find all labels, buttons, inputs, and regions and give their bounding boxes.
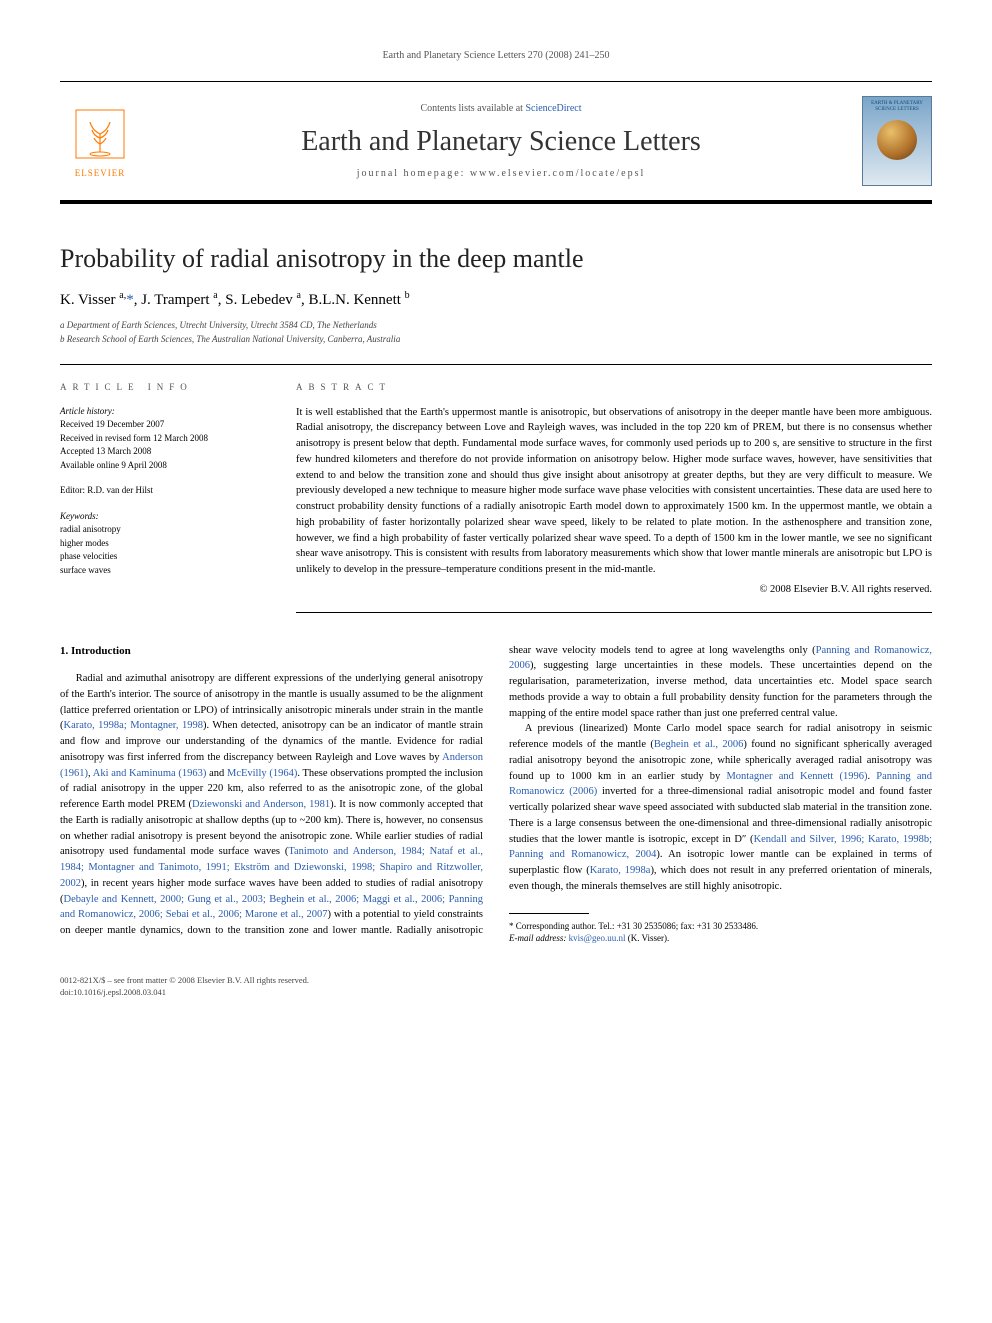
citation-link[interactable]: Panning and Romanowicz, 2006	[509, 645, 932, 672]
abstract-label: ABSTRACT	[296, 381, 932, 395]
citation-link[interactable]: Dziewonski and Anderson, 1981	[192, 799, 330, 810]
footnote-email-label: E-mail address:	[509, 933, 566, 943]
journal-cover-thumbnail: EARTH & PLANETARY SCIENCE LETTERS	[862, 96, 932, 186]
citation-link[interactable]: Montagner and Kennett (1996)	[726, 771, 867, 782]
keyword-1: radial anisotropy	[60, 523, 270, 537]
keyword-3: phase velocities	[60, 550, 270, 564]
page-footer: 0012-821X/$ – see front matter © 2008 El…	[60, 975, 932, 999]
section-heading-introduction: 1. Introduction	[60, 643, 483, 660]
contents-available-line: Contents lists available at ScienceDirec…	[140, 103, 862, 114]
citation-link[interactable]: Aki and Kaminuma (1963)	[93, 768, 207, 779]
citation-link[interactable]: McEvilly (1964)	[227, 768, 297, 779]
citation-link[interactable]: Karato, 1998a	[590, 865, 651, 876]
history-revised: Received in revised form 12 March 2008	[60, 432, 270, 446]
editor-block: Editor: R.D. van der Hilst	[60, 484, 270, 498]
citation-link[interactable]: Beghein et al., 2006	[654, 739, 744, 750]
info-abstract-row: ARTICLE INFO Article history: Received 1…	[60, 364, 932, 613]
footnote-email-line: E-mail address: kvis@geo.uu.nl (K. Visse…	[509, 932, 932, 945]
journal-header: ELSEVIER Contents lists available at Sci…	[60, 81, 932, 204]
affiliation-b: b Research School of Earth Sciences, The…	[60, 333, 932, 347]
footer-doi-line: doi:10.1016/j.epsl.2008.03.041	[60, 987, 932, 999]
affiliation-a: a Department of Earth Sciences, Utrecht …	[60, 319, 932, 333]
elsevier-tree-icon	[70, 104, 130, 164]
article-info-column: ARTICLE INFO Article history: Received 1…	[60, 381, 270, 613]
author-list: K. Visser a,*, J. Trampert a, S. Lebedev…	[60, 290, 932, 309]
keywords-heading: Keywords:	[60, 510, 270, 524]
footer-copyright-line: 0012-821X/$ – see front matter © 2008 El…	[60, 975, 932, 987]
globe-icon	[877, 120, 917, 160]
footnote-email-who: (K. Visser).	[628, 933, 670, 943]
article-title: Probability of radial anisotropy in the …	[60, 244, 932, 274]
citation-link[interactable]: Tanimoto and Anderson, 1984; Nataf et al…	[60, 846, 483, 889]
footnote-corr-line: * Corresponding author. Tel.: +31 30 253…	[509, 920, 932, 933]
article-history-heading: Article history:	[60, 405, 270, 419]
keywords-block: Keywords: radial anisotropy higher modes…	[60, 510, 270, 578]
corresponding-email-link[interactable]: kvis@geo.uu.nl	[569, 933, 626, 943]
history-received: Received 19 December 2007	[60, 418, 270, 432]
body-text: 1. Introduction Radial and azimuthal ani…	[60, 643, 932, 945]
citation-link[interactable]: Debayle and Kennett, 2000; Gung et al., …	[60, 894, 483, 921]
footnote-separator	[509, 913, 589, 914]
corresponding-author-footnote: * Corresponding author. Tel.: +31 30 253…	[509, 920, 932, 945]
keyword-2: higher modes	[60, 537, 270, 551]
affiliations: a Department of Earth Sciences, Utrecht …	[60, 319, 932, 346]
body-paragraph-2: A previous (linearized) Monte Carlo mode…	[509, 721, 932, 894]
publisher-logo: ELSEVIER	[60, 96, 140, 186]
journal-homepage: journal homepage: www.elsevier.com/locat…	[140, 168, 862, 179]
history-online: Available online 9 April 2008	[60, 459, 270, 473]
article-history-block: Article history: Received 19 December 20…	[60, 405, 270, 473]
sciencedirect-link[interactable]: ScienceDirect	[525, 103, 581, 114]
citation-link[interactable]: Panning and Romanowicz (2006)	[509, 771, 932, 798]
article-info-label: ARTICLE INFO	[60, 381, 270, 395]
publisher-name: ELSEVIER	[75, 168, 126, 178]
journal-title: Earth and Planetary Science Letters	[140, 126, 862, 158]
contents-prefix: Contents lists available at	[420, 103, 525, 114]
abstract-text: It is well established that the Earth's …	[296, 405, 932, 578]
history-accepted: Accepted 13 March 2008	[60, 445, 270, 459]
keyword-4: surface waves	[60, 564, 270, 578]
journal-cover-title: EARTH & PLANETARY SCIENCE LETTERS	[867, 101, 927, 112]
citation-link[interactable]: Karato, 1998a; Montagner, 1998	[64, 720, 203, 731]
abstract-copyright: © 2008 Elsevier B.V. All rights reserved…	[296, 582, 932, 598]
citation-link[interactable]: Kendall and Silver, 1996; Karato, 1998b;…	[509, 834, 932, 861]
header-center: Contents lists available at ScienceDirec…	[140, 103, 862, 179]
journal-reference: Earth and Planetary Science Letters 270 …	[60, 50, 932, 61]
abstract-column: ABSTRACT It is well established that the…	[296, 381, 932, 613]
